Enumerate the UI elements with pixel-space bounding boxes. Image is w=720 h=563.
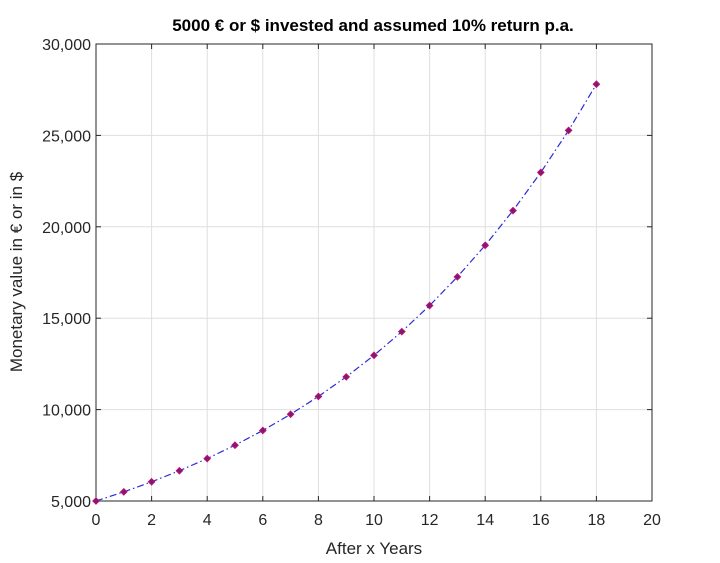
y-tick-label: 20,000 — [42, 220, 91, 237]
y-tick-label: 30,000 — [42, 37, 91, 54]
data-point — [370, 351, 378, 360]
data-point — [397, 327, 406, 336]
x-tick-label: 16 — [532, 512, 550, 529]
x-tick-label: 18 — [588, 512, 606, 529]
data-point — [425, 301, 434, 310]
x-tick-label: 2 — [147, 512, 156, 529]
x-tick-label: 20 — [643, 512, 661, 529]
x-axis-label: After x Years — [326, 539, 422, 558]
data-point — [536, 168, 545, 177]
data-point — [342, 372, 351, 381]
data-point — [203, 454, 212, 463]
axis-ticks — [95, 43, 653, 502]
tick-labels: 0 2 4 6 8 10 12 14 16 18 20 5,000 10,000 15,000 20,000… — [42, 37, 661, 529]
y-tick-label: 10,000 — [42, 403, 91, 420]
data-point — [258, 426, 267, 435]
data-point — [592, 80, 601, 89]
data-point — [175, 466, 184, 475]
y-axis-label: Monetary value in € or in $ — [7, 171, 26, 372]
y-tick-label: 5,000 — [51, 494, 91, 511]
data-point — [453, 272, 462, 281]
grid — [95, 43, 653, 502]
data-point — [147, 477, 156, 486]
data-point — [481, 241, 490, 250]
y-tick-label: 25,000 — [42, 128, 91, 145]
x-tick-label: 12 — [421, 512, 439, 529]
data-point — [231, 441, 239, 450]
data-point — [314, 392, 323, 401]
series-line — [95, 83, 597, 502]
data-point — [286, 410, 295, 419]
x-tick-label: 14 — [476, 512, 494, 529]
x-tick-label: 0 — [92, 512, 101, 529]
x-tick-label: 10 — [365, 512, 383, 529]
x-tick-label: 6 — [258, 512, 267, 529]
chart-title: 5000 € or $ invested and assumed 10% ret… — [172, 16, 574, 35]
data-point — [119, 487, 128, 496]
y-tick-label: 15,000 — [42, 311, 91, 328]
x-tick-label: 4 — [203, 512, 212, 529]
data-point — [564, 126, 573, 135]
data-point — [92, 497, 100, 505]
data-markers — [92, 80, 601, 505]
x-tick-label: 8 — [314, 512, 323, 529]
data-point — [509, 206, 517, 215]
